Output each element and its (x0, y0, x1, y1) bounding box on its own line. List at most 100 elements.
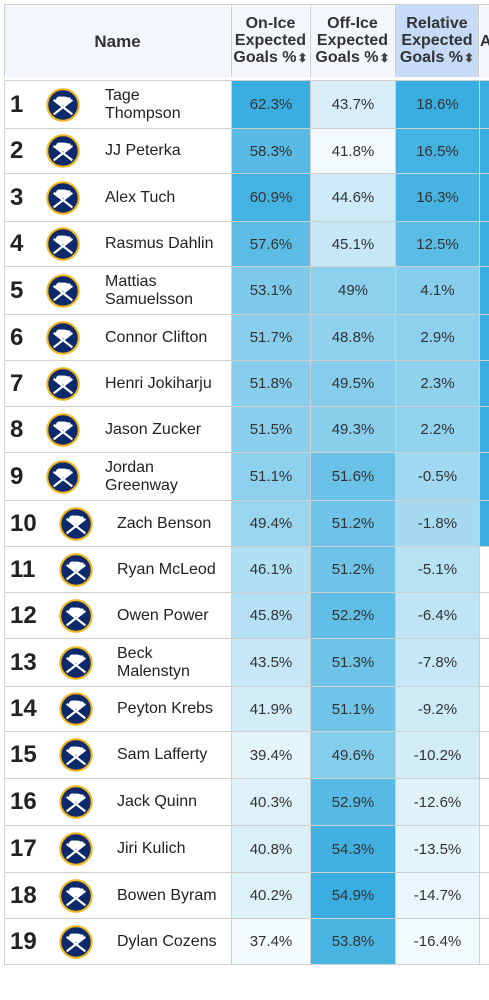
table-row[interactable]: 3 Alex Tuch 60.9% 44.6% 16.3% (4, 173, 489, 221)
table-row[interactable]: 1 Tage Thompson 62.3% 43.7% 18.6% (4, 80, 489, 128)
player-name-lines: Beck Malenstyn (117, 645, 190, 681)
table-row[interactable]: 17 Jiri Kulich 40.8% 54.3% -13.5% (4, 825, 489, 872)
sabres-logo-icon (46, 320, 80, 355)
player-name[interactable]: Bowen Byram (117, 873, 217, 918)
table-row[interactable]: 16 Jack Quinn 40.3% 52.9% -12.6% (4, 778, 489, 825)
player-name-cell (4, 826, 232, 872)
next-column-cell (480, 453, 489, 500)
table-row[interactable]: 11 Ryan McLeod 46.1% 51.2% -5.1% (4, 546, 489, 592)
sabres-logo-icon (59, 692, 93, 726)
table-row[interactable]: 19 Dylan Cozens 37.4% 53.8% -16.4% (4, 918, 489, 964)
player-name[interactable]: Zach Benson (117, 501, 211, 546)
sabres-logo-icon (59, 832, 93, 866)
rank-number: 7 (10, 369, 24, 397)
relative-xg-cell-value: -9.2% (417, 700, 458, 718)
player-name[interactable]: Jiri Kulich (117, 826, 185, 872)
off-ice-xg-cell: 51.6% (310, 453, 395, 500)
player-name[interactable]: Owen Power (117, 593, 209, 638)
table-row[interactable]: 14 Peyton Krebs 41.9% 51.1% -9.2% (4, 686, 489, 731)
player-name[interactable]: Alex Tuch (105, 174, 175, 221)
next-column-cell (480, 779, 489, 825)
relative-xg-cell: 18.6% (395, 81, 480, 128)
relative-xg-cell: 2.9% (395, 315, 480, 360)
sort-arrows-icon[interactable]: ⬍ (464, 51, 475, 65)
off-ice-xg-cell: 44.6% (310, 174, 395, 221)
header-relative-line2: Expected (401, 32, 473, 49)
table-row[interactable]: 5 Mattias Samuelsson 53.1% 49% 4.1% (4, 266, 489, 314)
table-row[interactable]: 13 Beck Malenstyn 43.5% 51.3% -7.8% (4, 638, 489, 686)
player-name[interactable]: Sam Lafferty (117, 732, 207, 778)
relative-xg-cell-value: 2.3% (420, 375, 455, 392)
player-name-cell (4, 873, 232, 918)
next-column-cell (480, 222, 489, 266)
on-ice-xg-cell: 46.1% (231, 547, 310, 592)
next-column-cell (480, 873, 489, 918)
off-ice-xg-cell: 54.3% (310, 826, 395, 872)
player-name-cell (4, 407, 232, 452)
player-name[interactable]: JJ Peterka (105, 129, 181, 173)
player-name[interactable]: Jack Quinn (117, 779, 197, 825)
relative-xg-cell-value: -6.4% (417, 607, 458, 624)
player-name-line: Jack Quinn (117, 793, 198, 810)
player-name[interactable]: Jordan Greenway (105, 453, 178, 500)
sabres-logo-icon (59, 738, 93, 772)
on-ice-xg-cell-value: 39.4% (249, 746, 293, 764)
player-name-line: Jason Zucker (105, 420, 202, 438)
header-relative-line3: Goals % (399, 49, 464, 66)
table-row[interactable]: 15 Sam Lafferty 39.4% 49.6% -10.2% (4, 731, 489, 778)
player-name[interactable]: Ryan McLeod (117, 547, 216, 592)
rank-number: 15 (10, 741, 37, 768)
rank-number: 14 (10, 695, 37, 722)
table-row[interactable]: 2 JJ Peterka 58.3% 41.8% 16.5% (4, 128, 489, 173)
table-row[interactable]: 7 Henri Jokiharju 51.8% 49.5% 2.3% (4, 360, 489, 406)
next-column-cell (480, 361, 489, 406)
header-off-ice-line3: Goals % (315, 49, 379, 66)
player-name-lines: Mattias Samuelsson (105, 273, 193, 309)
off-ice-xg-cell: 48.8% (310, 315, 395, 360)
next-column-cell (480, 174, 489, 221)
player-name-line: Ryan McLeod (117, 560, 216, 578)
header-on-ice-xg[interactable]: On-Ice Expected Goals %⬍ (231, 5, 309, 77)
relative-xg-cell: -5.1% (395, 547, 480, 592)
table-row[interactable]: 9 Jordan Greenway 51.1% 51.6% -0.5% (4, 452, 489, 500)
player-name[interactable]: Mattias Samuelsson (105, 267, 193, 314)
relative-xg-cell-value: -0.5% (417, 468, 458, 485)
header-off-ice-line1: Off-Ice (327, 15, 378, 32)
table-row[interactable]: 12 Owen Power 45.8% 52.2% -6.4% (4, 592, 489, 638)
on-ice-xg-cell: 51.8% (231, 361, 310, 406)
player-name[interactable]: Rasmus Dahlin (105, 222, 213, 266)
player-name-lines: Sam Lafferty (117, 746, 207, 764)
header-off-ice-xg[interactable]: Off-Ice Expected Goals %⬍ (310, 5, 394, 77)
next-column-cell (480, 81, 489, 128)
rank-number: 16 (10, 788, 37, 815)
header-next-column[interactable]: A (480, 5, 489, 77)
player-name[interactable]: Peyton Krebs (117, 687, 213, 731)
player-name-cell (4, 361, 232, 406)
next-column-cell (480, 826, 489, 872)
sort-arrows-icon[interactable]: ⬍ (297, 51, 308, 65)
table-row[interactable]: 8 Jason Zucker 51.5% 49.3% 2.2% (4, 406, 489, 452)
player-name-lines: Peyton Krebs (117, 700, 213, 718)
player-name[interactable]: Jason Zucker (105, 407, 201, 452)
player-name[interactable]: Dylan Cozens (117, 919, 217, 964)
sabres-logo-icon (59, 785, 93, 819)
sabres-logo-icon (59, 924, 93, 959)
header-name[interactable]: Name (4, 5, 230, 77)
player-name[interactable]: Beck Malenstyn (117, 639, 190, 686)
player-name[interactable]: Connor Clifton (105, 315, 207, 360)
off-ice-xg-cell-value: 52.9% (331, 793, 375, 811)
player-name[interactable]: Tage Thompson (105, 81, 181, 128)
table-row[interactable]: 6 Connor Clifton 51.7% 48.8% 2.9% (4, 314, 489, 360)
header-relative-xg[interactable]: Relative Expected Goals %⬍ (395, 5, 479, 77)
off-ice-xg-cell: 43.7% (310, 81, 395, 128)
table-bottom-border (4, 964, 489, 965)
player-name-cell (4, 222, 232, 266)
player-name[interactable]: Henri Jokiharju (105, 361, 212, 406)
sort-arrows-icon[interactable]: ⬍ (379, 51, 390, 65)
table-row[interactable]: 4 Rasmus Dahlin 57.6% 45.1% 12.5% (4, 221, 489, 266)
on-ice-xg-cell: 53.1% (231, 267, 310, 314)
table-row[interactable]: 18 Bowen Byram 40.2% 54.9% -14.7% (4, 872, 489, 918)
table-row[interactable]: 10 Zach Benson 49.4% 51.2% -1.8% (4, 500, 489, 546)
relative-xg-cell: 16.3% (395, 174, 480, 221)
next-column-cell (480, 732, 489, 778)
